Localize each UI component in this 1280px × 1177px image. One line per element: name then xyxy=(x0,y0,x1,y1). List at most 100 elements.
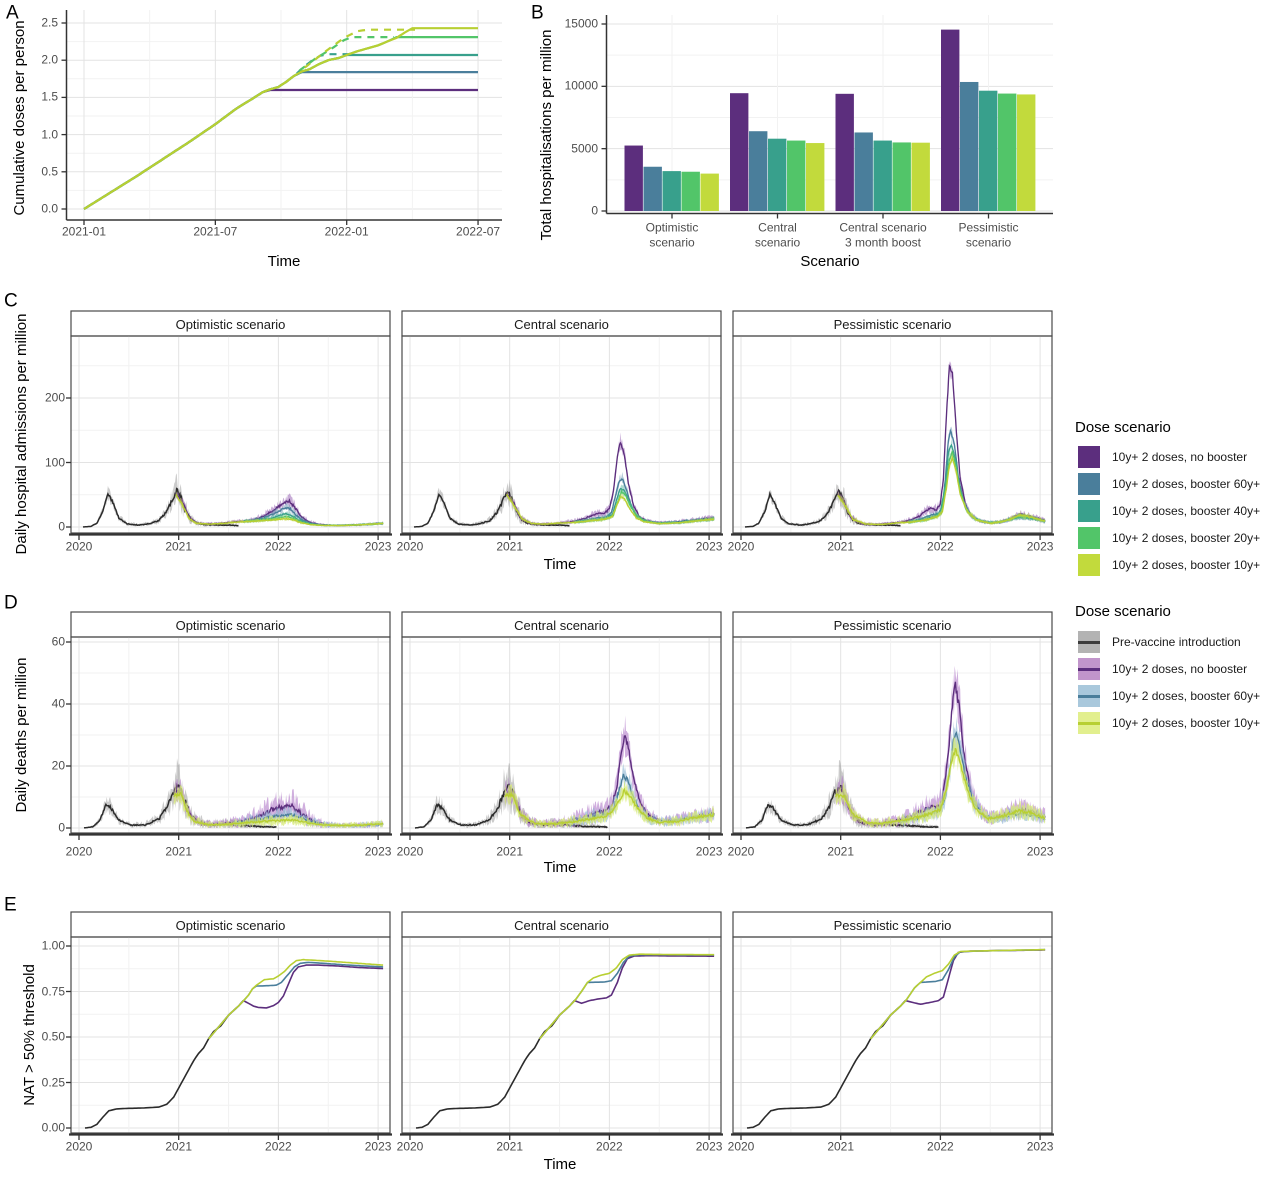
facet-x-tick: 2021 xyxy=(496,1139,524,1154)
row-d-y-tick: 40 xyxy=(51,696,65,711)
panel-b-letter: B xyxy=(531,2,544,24)
panel-a-x-tick: 2021-07 xyxy=(193,224,238,239)
legend-entry: Pre-vaccine introduction xyxy=(1078,631,1241,653)
facet-x-tick: 2022 xyxy=(265,844,292,859)
row-e-y-tick: 0.00 xyxy=(41,1120,65,1135)
legend-entry-label: 10y+ 2 doses, no booster xyxy=(1112,450,1248,464)
facet-strip-label: Pessimistic scenario xyxy=(833,617,952,633)
legend-entry-label: 10y+ 2 doses, booster 10y+ xyxy=(1112,716,1261,730)
legend-swatch-line xyxy=(1078,641,1100,644)
facet-x-tick: 2022 xyxy=(265,539,292,554)
panel-a-y-axis-title: Cumulative doses per person xyxy=(10,20,28,216)
legend-entry: 10y+ 2 doses, booster 40y+ xyxy=(1078,500,1260,522)
legend-entry-label: 10y+ 2 doses, booster 60y+ xyxy=(1112,477,1261,491)
row-c-y-tick: 200 xyxy=(44,390,65,405)
panel-a-x-axis-title: Time xyxy=(267,252,301,270)
legend-entry: 10y+ 2 doses, no booster xyxy=(1078,658,1247,680)
panel-b-group-label: Pessimistic xyxy=(958,220,1019,235)
legend-title: Dose scenario xyxy=(1075,603,1171,620)
panel-a-y-tick: 1.5 xyxy=(41,89,58,104)
row-e-y-axis-title: NAT > 50% threshold xyxy=(20,964,38,1106)
panel-b-y-tick: 5000 xyxy=(571,141,598,156)
facet-strip-label: Pessimistic scenario xyxy=(833,316,952,332)
facet-x-tick: 2021 xyxy=(496,844,524,859)
facet-strip-label: Central scenario xyxy=(514,917,609,933)
row-c-y-tick: 0 xyxy=(58,519,65,534)
legend-dose-scenario-deaths: Dose scenario Pre-vaccine introduction 10… xyxy=(1075,603,1260,734)
legend-entry: 10y+ 2 doses, booster 20y+ xyxy=(1078,527,1260,549)
panel-b-y-tick: 15000 xyxy=(564,16,598,31)
row-e-y-tick: 0.50 xyxy=(41,1029,65,1044)
facet-x-tick: 2022 xyxy=(927,539,954,554)
panel-b-y-tick: 0 xyxy=(591,203,598,218)
panel-a-x-tick: 2021-01 xyxy=(61,224,107,239)
legend-swatch-icon xyxy=(1078,685,1100,707)
facet-x-tick: 2020 xyxy=(65,844,93,859)
panel-a-letter: A xyxy=(6,2,19,24)
facet-strip-label: Pessimistic scenario xyxy=(833,917,952,933)
row-e-y-tick: 1.00 xyxy=(41,938,65,953)
panel-a-x-tick: 2022-01 xyxy=(324,224,369,239)
panel-b-y-axis-title: Total hospitalisations per million xyxy=(537,29,555,241)
facet-strip-label: Optimistic scenario xyxy=(175,617,286,633)
legend-entry-label: 10y+ 2 doses, booster 10y+ xyxy=(1112,558,1261,572)
legend-entry-label: 10y+ 2 doses, booster 40y+ xyxy=(1112,504,1261,518)
legend-entry-label: Pre-vaccine introduction xyxy=(1112,635,1241,649)
legend-swatch-icon xyxy=(1078,473,1100,495)
row-c-y-axis-title: Daily hospital admissions per million xyxy=(12,313,30,555)
legend-swatch-icon xyxy=(1078,527,1100,549)
facet-x-tick: 2022 xyxy=(596,844,623,859)
legend-swatch-line xyxy=(1078,668,1100,671)
legend-swatch-icon xyxy=(1078,712,1100,734)
facet-x-tick: 2022 xyxy=(927,1139,954,1154)
row-d-y-tick: 0 xyxy=(58,820,65,835)
facet-x-tick: 2022 xyxy=(927,844,954,859)
facet-x-tick: 2020 xyxy=(65,539,93,554)
facet-x-tick: 2021 xyxy=(827,1139,855,1154)
legend-swatch-line xyxy=(1078,722,1100,725)
panel-a-y-tick: 1.0 xyxy=(41,127,58,141)
facet-x-tick: 2020 xyxy=(396,844,424,859)
panel-b-group-label: Optimistic xyxy=(645,220,699,235)
legend-swatch-icon xyxy=(1078,631,1100,653)
legend-entry-label: 10y+ 2 doses, booster 20y+ xyxy=(1112,531,1261,545)
legend-entry: 10y+ 2 doses, booster 10y+ xyxy=(1078,712,1260,734)
panel-a-y-tick: 2.0 xyxy=(41,52,58,67)
facet-x-tick: 2023 xyxy=(364,1139,392,1154)
panel-b-y-tick: 10000 xyxy=(564,78,598,93)
facet-x-tick: 2022 xyxy=(596,1139,623,1154)
legend-title: Dose scenario xyxy=(1075,419,1171,436)
legend-swatch-icon xyxy=(1078,500,1100,522)
panel-b-x-axis-title: Scenario xyxy=(800,252,860,270)
facet-x-tick: 2020 xyxy=(396,539,424,554)
panel-d-letter: D xyxy=(4,592,18,614)
panel-b-group-label: scenario xyxy=(754,235,801,250)
facet-strip-label: Central scenario xyxy=(514,617,609,633)
legend-dose-scenario-admissions: Dose scenario 10y+ 2 doses, no booster 10… xyxy=(1075,419,1260,576)
row-e-y-tick: 0.25 xyxy=(41,1074,65,1089)
facet-strip-label: Optimistic scenario xyxy=(175,917,286,933)
panel-b-group-label: Central scenario xyxy=(839,220,927,235)
facet-x-tick: 2021 xyxy=(165,844,193,859)
row-c-y-tick: 100 xyxy=(44,454,65,469)
facet-x-tick: 2023 xyxy=(364,539,392,554)
facet-x-tick: 2020 xyxy=(396,1139,424,1154)
panel-b-group-label: Central xyxy=(758,220,797,235)
facet-x-tick: 2023 xyxy=(695,539,723,554)
legend-entry: 10y+ 2 doses, no booster xyxy=(1078,446,1247,468)
facet-x-tick: 2022 xyxy=(265,1139,292,1154)
facet-x-tick: 2021 xyxy=(827,539,855,554)
panel-b-group-label: 3 month boost xyxy=(844,235,922,250)
facet-x-tick: 2022 xyxy=(596,539,623,554)
row-d-y-tick: 60 xyxy=(51,634,65,649)
legend-swatch-icon xyxy=(1078,554,1100,576)
facet-x-tick: 2023 xyxy=(364,844,392,859)
facet-x-tick: 2023 xyxy=(695,844,723,859)
facet-x-tick: 2023 xyxy=(1026,1139,1054,1154)
panel-a-y-tick: 0.0 xyxy=(41,201,58,216)
facet-x-tick: 2020 xyxy=(727,539,755,554)
facet-x-tick: 2021 xyxy=(165,1139,193,1154)
facet-strip-label: Optimistic scenario xyxy=(175,316,286,332)
